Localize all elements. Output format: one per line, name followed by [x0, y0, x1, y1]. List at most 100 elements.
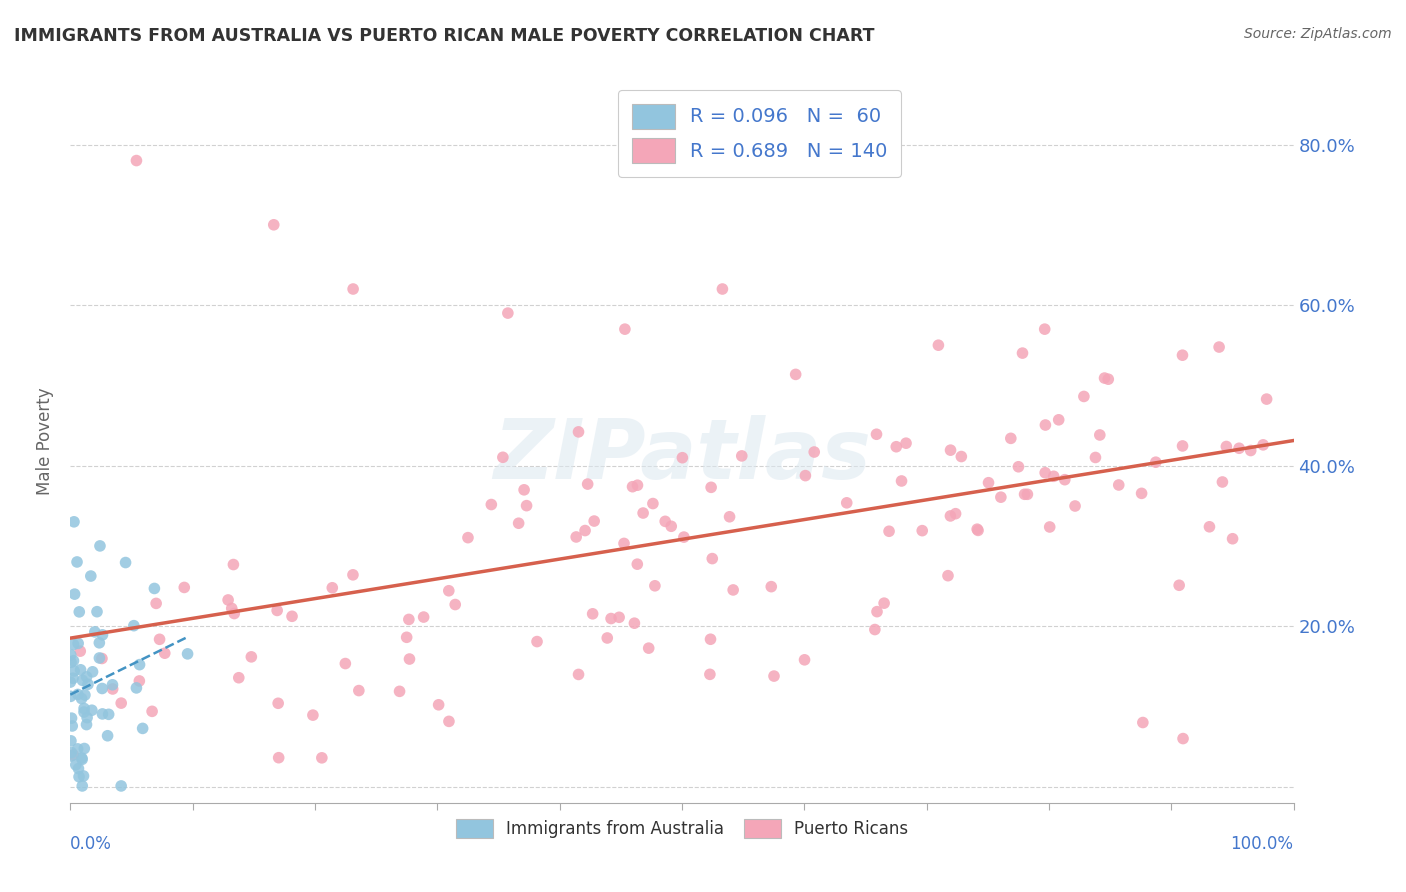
Point — [513, 483, 536, 497]
Point — [866, 605, 889, 619]
Point — [576, 477, 599, 491]
Point — [228, 671, 250, 685]
Point — [153, 646, 176, 660]
Point — [1215, 440, 1237, 454]
Point — [388, 684, 411, 698]
Point — [567, 425, 589, 439]
Point — [125, 153, 148, 168]
Point — [143, 582, 166, 596]
Point — [128, 673, 150, 688]
Point — [785, 368, 807, 382]
Point — [82, 665, 104, 679]
Point — [763, 669, 786, 683]
Point — [66, 742, 89, 756]
Point — [936, 568, 959, 582]
Point — [626, 557, 648, 571]
Point — [626, 478, 648, 492]
Point — [76, 670, 98, 684]
Point — [654, 514, 676, 528]
Point — [91, 681, 114, 696]
Point — [977, 475, 1000, 490]
Point — [607, 610, 630, 624]
Point — [1039, 520, 1062, 534]
Point — [444, 598, 467, 612]
Point — [63, 587, 86, 601]
Point — [1035, 417, 1057, 432]
Point — [69, 644, 91, 658]
Text: IMMIGRANTS FROM AUSTRALIA VS PUERTO RICAN MALE POVERTY CORRELATION CHART: IMMIGRANTS FROM AUSTRALIA VS PUERTO RICA… — [14, 27, 875, 45]
Point — [1017, 487, 1039, 501]
Point — [508, 516, 530, 531]
Point — [89, 636, 111, 650]
Point — [457, 531, 479, 545]
Point — [1168, 578, 1191, 592]
Point — [1171, 348, 1194, 362]
Point — [672, 530, 695, 544]
Point — [1033, 466, 1056, 480]
Point — [267, 696, 290, 710]
Legend: Immigrants from Australia, Puerto Ricans: Immigrants from Australia, Puerto Ricans — [449, 813, 915, 845]
Point — [1053, 473, 1076, 487]
Point — [1094, 371, 1116, 385]
Point — [582, 607, 605, 621]
Point — [621, 480, 644, 494]
Point — [574, 524, 596, 538]
Point — [966, 522, 988, 536]
Point — [1108, 478, 1130, 492]
Point — [80, 569, 103, 583]
Point — [60, 711, 83, 725]
Point — [148, 632, 170, 647]
Point — [222, 558, 245, 572]
Point — [1033, 322, 1056, 336]
Point — [890, 474, 912, 488]
Point — [427, 698, 450, 712]
Point — [224, 607, 246, 621]
Point — [1007, 459, 1029, 474]
Point — [1171, 731, 1194, 746]
Point — [526, 634, 548, 648]
Point — [91, 628, 114, 642]
Point — [281, 609, 304, 624]
Y-axis label: Male Poverty: Male Poverty — [37, 388, 55, 495]
Text: Source: ZipAtlas.com: Source: ZipAtlas.com — [1244, 27, 1392, 41]
Point — [1171, 439, 1194, 453]
Point — [91, 651, 114, 665]
Point — [967, 524, 990, 538]
Point — [72, 673, 94, 688]
Point — [1064, 499, 1087, 513]
Point — [145, 596, 167, 610]
Point — [398, 612, 420, 626]
Point — [70, 752, 93, 766]
Point — [644, 579, 666, 593]
Point — [884, 440, 907, 454]
Point — [342, 567, 364, 582]
Point — [266, 603, 288, 617]
Point — [939, 443, 962, 458]
Point — [59, 734, 82, 748]
Point — [671, 450, 693, 465]
Point — [321, 581, 343, 595]
Point — [637, 641, 659, 656]
Point — [803, 445, 825, 459]
Point — [63, 515, 86, 529]
Point — [631, 506, 654, 520]
Point — [80, 703, 103, 717]
Point — [101, 681, 124, 696]
Point — [1222, 532, 1244, 546]
Point — [794, 468, 817, 483]
Point — [516, 499, 538, 513]
Point — [62, 747, 84, 762]
Point — [877, 524, 900, 539]
Text: 0.0%: 0.0% — [70, 835, 112, 854]
Point — [1088, 428, 1111, 442]
Point — [110, 779, 132, 793]
Point — [865, 427, 887, 442]
Point — [83, 624, 105, 639]
Point — [59, 690, 82, 704]
Point — [60, 719, 83, 733]
Point — [141, 704, 163, 718]
Point — [97, 707, 120, 722]
Point — [873, 596, 896, 610]
Point — [1240, 443, 1263, 458]
Point — [342, 282, 364, 296]
